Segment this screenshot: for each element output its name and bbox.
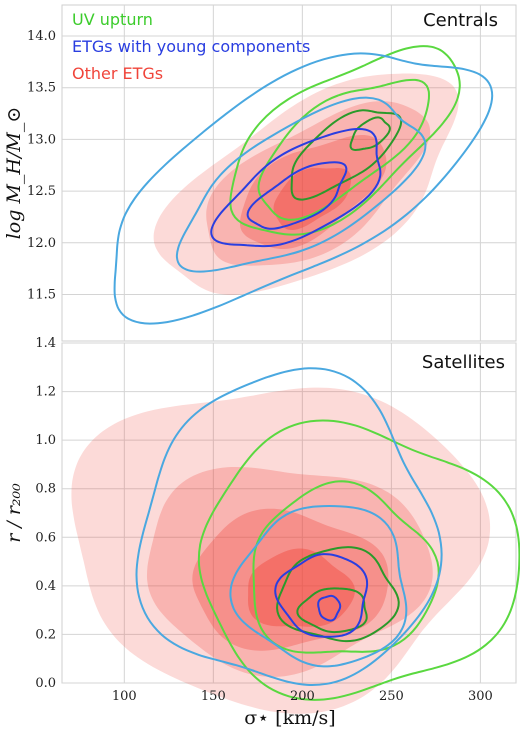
panel-centrals-title: Centrals bbox=[423, 10, 498, 31]
contour-fill-other-etgs-satellites bbox=[248, 548, 355, 627]
contour-fill-other-etgs-centrals bbox=[240, 134, 387, 250]
panel-satellites-title: Satellites bbox=[422, 352, 505, 373]
panel-satellites-y-tick-labels: 0.0 0.2 0.4 0.6 0.8 1.0 1.2 1.4 bbox=[35, 336, 56, 691]
y-tick-label-centrals: 12.0 bbox=[27, 236, 56, 251]
contour-fill-other-etgs-satellites bbox=[71, 387, 491, 714]
y-tick-label-satellites: 1.4 bbox=[35, 336, 56, 351]
panel-satellites-filled-contours bbox=[71, 387, 491, 714]
contour-line-uv-upturn-satellites bbox=[296, 587, 368, 634]
contour-line-uv-upturn-centrals bbox=[290, 109, 403, 201]
y-tick-label-centrals: 11.5 bbox=[27, 287, 56, 302]
legend-entry-young-components: ETGs with young components bbox=[72, 37, 310, 56]
contour-line-uv-upturn-centrals bbox=[349, 116, 391, 152]
panel-satellites-line-contours bbox=[135, 367, 520, 701]
contour-line-etgs-with-young-components-centrals bbox=[210, 127, 382, 248]
contour-line-etgs-with-young-components-satellites bbox=[274, 553, 369, 638]
contour-line-uv-upturn-satellites bbox=[197, 419, 520, 701]
y-tick-label-satellites: 0.0 bbox=[35, 676, 56, 691]
contour-line-etgs-with-young-components-satellites bbox=[229, 505, 408, 668]
contour-fill-other-etgs-centrals bbox=[206, 101, 431, 266]
contour-line-etgs-with-young-components-centrals bbox=[175, 96, 427, 273]
y-tick-label-satellites: 0.6 bbox=[35, 530, 56, 545]
y-axis-label-centrals: log M_H/M_⊙ bbox=[3, 107, 25, 240]
legend: UV upturn ETGs with young components Oth… bbox=[72, 10, 310, 83]
contour-line-etgs-with-young-components-satellites bbox=[317, 594, 342, 622]
y-tick-label-centrals: 12.5 bbox=[27, 184, 56, 199]
contour-line-uv-upturn-centrals bbox=[229, 45, 461, 236]
y-tick-label-satellites: 0.4 bbox=[35, 579, 56, 594]
x-tick-label: 150 bbox=[201, 689, 226, 704]
contour-fill-other-etgs-satellites bbox=[192, 508, 389, 651]
legend-entry-other-etgs: Other ETGs bbox=[72, 64, 163, 83]
y-tick-label-centrals: 14.0 bbox=[27, 29, 56, 44]
y-tick-label-centrals: 13.5 bbox=[27, 81, 56, 96]
contour-line-etgs-with-young-components-centrals bbox=[113, 52, 494, 325]
x-tick-label: 100 bbox=[112, 689, 137, 704]
contour-line-etgs-with-young-components-satellites bbox=[135, 367, 443, 687]
panel-centrals-filled-contours bbox=[153, 73, 459, 295]
x-tick-labels: 100 150 200 250 300 bbox=[112, 689, 493, 704]
panel-centrals: 11.5 12.0 12.5 13.0 13.5 14.0 Centrals UV upt… bbox=[27, 4, 517, 342]
x-axis-label: σ⋆ [km/s] bbox=[244, 707, 335, 729]
contour-line-uv-upturn-satellites bbox=[276, 546, 400, 643]
x-tick-label: 300 bbox=[468, 689, 493, 704]
panel-centrals-grid bbox=[62, 5, 516, 341]
x-tick-label: 250 bbox=[379, 689, 404, 704]
contour-line-uv-upturn-centrals bbox=[257, 78, 430, 221]
y-tick-label-centrals: 13.0 bbox=[27, 132, 56, 147]
panel-satellites: 0.0 0.2 0.4 0.6 0.8 1.0 1.2 1.4 100 150 200 250 300… bbox=[35, 336, 520, 714]
panel-centrals-frame bbox=[61, 4, 517, 342]
y-tick-label-satellites: 0.8 bbox=[35, 482, 56, 497]
y-tick-label-satellites: 0.2 bbox=[35, 627, 56, 642]
x-tick-label: 200 bbox=[290, 689, 315, 704]
contour-fill-other-etgs-centrals bbox=[153, 73, 459, 295]
y-axis-label-satellites: r / r₂₀₀ bbox=[3, 483, 25, 543]
contour-line-etgs-with-young-components-centrals bbox=[246, 161, 348, 230]
panel-centrals-line-contours bbox=[113, 45, 494, 325]
contour-fill-other-etgs-centrals bbox=[273, 167, 352, 231]
panel-centrals-y-tick-labels: 11.5 12.0 12.5 13.0 13.5 14.0 bbox=[27, 29, 56, 302]
y-tick-label-satellites: 1.0 bbox=[35, 433, 56, 448]
y-tick-label-satellites: 1.2 bbox=[35, 385, 56, 400]
legend-entry-uv-upturn: UV upturn bbox=[72, 10, 153, 29]
